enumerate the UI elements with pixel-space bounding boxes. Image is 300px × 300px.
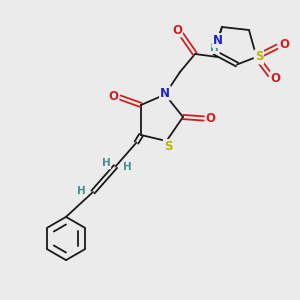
Text: O: O: [270, 72, 280, 85]
Text: H: H: [122, 162, 131, 172]
Text: N: N: [160, 86, 170, 100]
Text: H: H: [77, 186, 86, 197]
Text: O: O: [172, 23, 182, 37]
Text: H: H: [210, 43, 219, 53]
Text: O: O: [108, 89, 118, 103]
Text: O: O: [206, 112, 216, 125]
Text: S: S: [255, 50, 263, 64]
Text: N: N: [212, 34, 223, 47]
Text: O: O: [279, 38, 289, 52]
Text: S: S: [164, 140, 172, 153]
Text: H: H: [101, 158, 110, 169]
